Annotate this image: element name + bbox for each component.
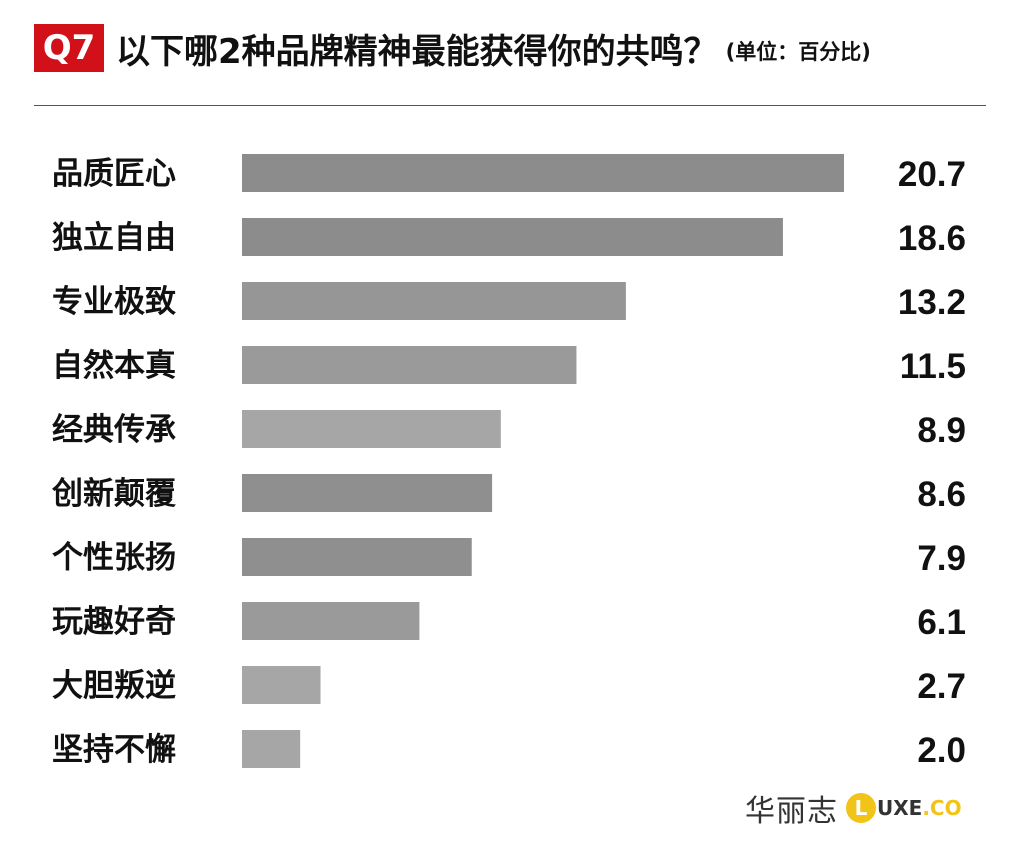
logo-circle-icon: L [846, 793, 876, 823]
bar [242, 282, 626, 320]
brand-name: 华丽志 [745, 794, 838, 829]
category-label: 品质匠心 [52, 156, 176, 192]
category-label: 自然本真 [52, 348, 176, 384]
title-divider [34, 105, 986, 106]
value-label: 11.5 [900, 347, 966, 386]
logo-suffix: .CO [922, 796, 962, 820]
category-label: 创新颠覆 [51, 476, 176, 512]
bar [242, 346, 577, 384]
question-badge: Q7 [34, 24, 104, 72]
bar [242, 730, 301, 768]
value-label: 8.9 [917, 411, 966, 450]
category-label: 经典传承 [52, 412, 176, 448]
bar [242, 218, 783, 256]
category-label: 坚持不懈 [52, 732, 176, 768]
category-label: 独立自由 [52, 220, 176, 256]
luxe-logo: L UXE .CO [846, 793, 962, 823]
brand-watermark: 华丽志 L UXE .CO [745, 786, 962, 830]
value-label: 13.2 [898, 283, 966, 322]
bar [242, 538, 472, 576]
logo-text: UXE [877, 796, 923, 820]
bar [242, 602, 420, 640]
value-label: 6.1 [917, 603, 966, 642]
bar [242, 474, 493, 512]
unit-label: (单位：百分比) [725, 40, 871, 64]
value-label: 2.0 [917, 731, 966, 770]
value-label: 18.6 [898, 219, 966, 258]
bar [242, 154, 844, 192]
category-label: 专业极致 [52, 284, 176, 320]
value-label: 2.7 [917, 667, 966, 706]
bar [242, 410, 501, 448]
category-label: 大胆叛逆 [52, 668, 176, 704]
chart-header: Q7 以下哪2种品牌精神最能获得你的共鸣？ (单位：百分比) [34, 22, 994, 74]
value-label: 8.6 [917, 475, 966, 514]
bar [242, 666, 321, 704]
chart-title: 以下哪2种品牌精神最能获得你的共鸣？ [116, 31, 718, 72]
category-label: 个性张扬 [52, 540, 176, 576]
value-label: 20.7 [898, 155, 966, 194]
value-label: 7.9 [917, 539, 966, 578]
category-label: 玩趣好奇 [52, 604, 176, 640]
